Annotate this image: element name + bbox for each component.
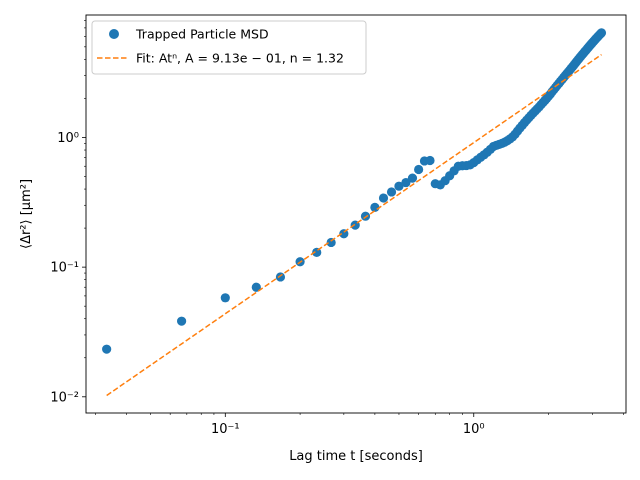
msd-data-point (220, 293, 230, 303)
msd-data-point (386, 187, 397, 197)
msd-data-point (370, 202, 380, 212)
msd-data-point (401, 177, 411, 188)
legend-marker-msd (109, 29, 119, 39)
msd-data-point (394, 181, 404, 191)
msd-data-point (425, 155, 435, 166)
msd-data-point (378, 193, 389, 203)
x-axis-label: Lag time t [seconds] (289, 449, 423, 464)
x-axis-ticks: 10⁻¹ 10⁰ (95, 413, 624, 437)
y-tick-label: 10⁻¹ (50, 261, 79, 276)
y-tick-label: 10⁰ (57, 131, 79, 146)
fit-line (106, 53, 602, 397)
legend: Trapped Particle MSD Fit: Atⁿ, A = 9.13e… (91, 20, 367, 75)
msd-data-point (414, 164, 424, 175)
msd-data-point (360, 211, 371, 221)
x-tick-label: 10⁰ (463, 422, 485, 437)
msd-data-point (102, 344, 112, 354)
legend-label-fit: Fit: Atⁿ, A = 9.13e − 01, n = 1.32 (136, 51, 344, 66)
plot-area (102, 28, 607, 397)
legend-label-msd: Trapped Particle MSD (135, 27, 269, 42)
msd-data-point (275, 272, 286, 282)
msd-data-point (407, 173, 418, 183)
plot-frame (85, 14, 627, 414)
y-axis-ticks: 10⁻² 10⁻¹ 10⁰ (50, 20, 86, 405)
y-tick-label: 10⁻² (50, 390, 79, 405)
msd-data-point (596, 28, 607, 38)
x-tick-label: 10⁻¹ (211, 422, 240, 437)
y-axis-label: ⟨Δr²⟩ [μm²] (19, 179, 34, 249)
msd-data-point (251, 282, 261, 292)
legend-box (91, 20, 367, 75)
msd-data-point (177, 316, 187, 326)
